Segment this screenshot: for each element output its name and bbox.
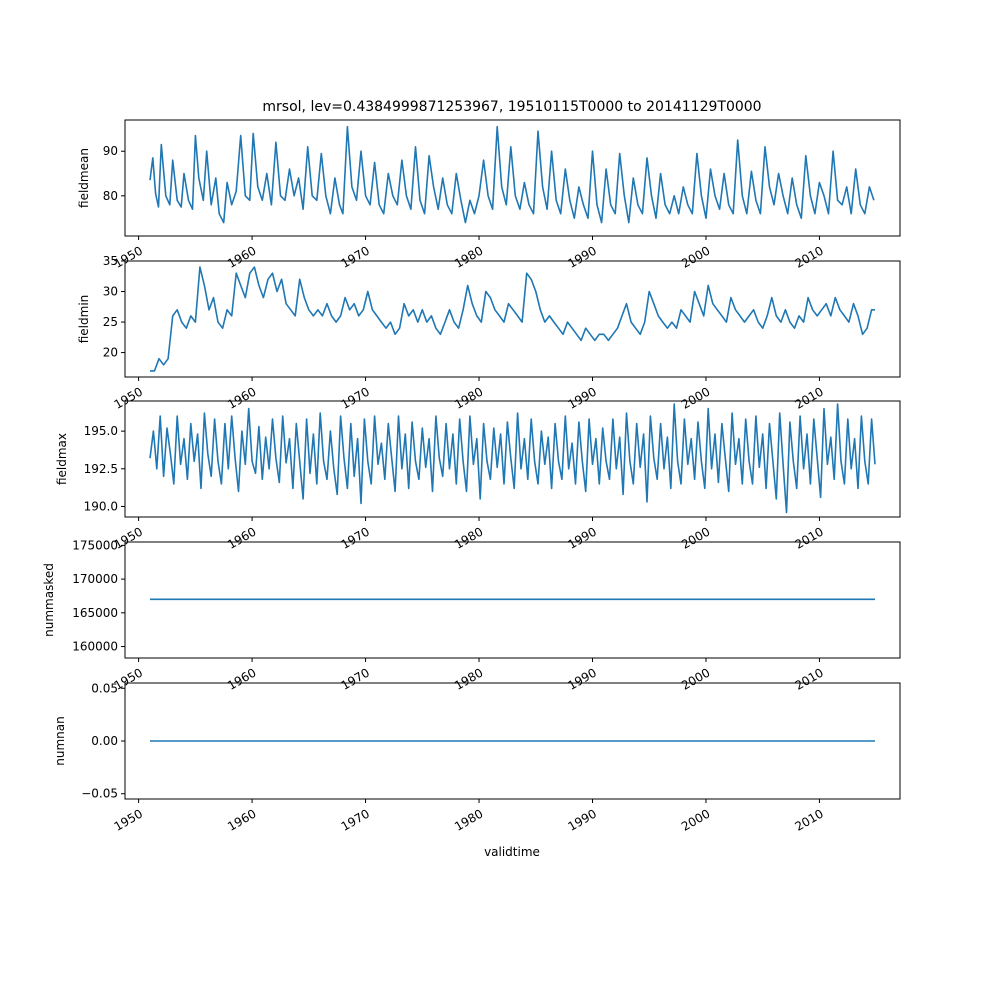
fieldmin-ytick-label: 35 <box>103 254 118 268</box>
numnan-y-axis-label: numnan <box>53 716 67 765</box>
nummasked-ytick-label: 175000 <box>72 538 118 552</box>
fieldmin-series-line <box>150 266 875 372</box>
fieldmean-ytick-label: 90 <box>103 144 118 158</box>
fieldmin-ytick-label: 25 <box>103 315 118 329</box>
numnan-ytick-label: −0.05 <box>81 787 118 801</box>
nummasked-ytick-label: 160000 <box>72 640 118 654</box>
fieldmax-ytick-label: 192.5 <box>84 462 118 476</box>
fieldmin-ytick-label: 30 <box>103 285 118 299</box>
nummasked-axes-frame <box>124 541 901 659</box>
fieldmean-ytick-label: 80 <box>103 189 118 203</box>
fieldmax-series-line <box>149 403 876 514</box>
fieldmax-axes-frame <box>124 400 901 518</box>
fieldmin-ytick-label: 20 <box>103 346 118 360</box>
fieldmax-y-axis-label: fieldmax <box>55 433 69 485</box>
fieldmean-axes-frame <box>124 119 901 237</box>
fieldmean-series-line <box>149 125 875 224</box>
nummasked-y-axis-label: nummasked <box>42 563 56 637</box>
nummasked-ytick-label: 165000 <box>72 606 118 620</box>
fieldmin-y-axis-label: fieldmin <box>77 295 91 344</box>
chart-title: mrsol, lev=0.4384999871253967, 19510115T… <box>262 99 761 115</box>
nummasked-ytick-label: 170000 <box>72 572 118 586</box>
fieldmean-y-axis-label: fieldmean <box>77 148 91 208</box>
numnan-ytick-label: 0.05 <box>91 681 118 695</box>
fieldmax-ytick-label: 190.0 <box>84 499 118 513</box>
x-axis-label: validtime <box>484 845 540 859</box>
numnan-ytick-label: 0.00 <box>91 734 118 748</box>
fieldmin-axes-frame <box>124 260 901 378</box>
fieldmax-ytick-label: 195.0 <box>84 424 118 438</box>
